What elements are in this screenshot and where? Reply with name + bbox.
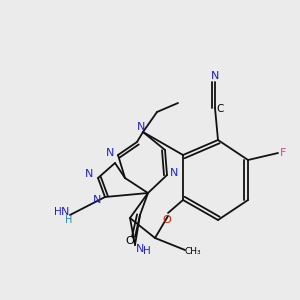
Text: N: N (211, 71, 219, 81)
Text: N: N (170, 169, 179, 178)
Text: N: N (136, 244, 145, 254)
Text: H: H (143, 246, 151, 256)
Text: C: C (217, 104, 224, 115)
Text: N: N (92, 195, 101, 205)
Text: O: O (162, 214, 171, 225)
Text: H: H (65, 215, 72, 225)
Text: N: N (137, 122, 146, 133)
Text: N: N (106, 148, 115, 158)
Text: CH₃: CH₃ (184, 247, 201, 256)
Text: F: F (280, 148, 286, 158)
Text: O: O (125, 236, 134, 246)
Text: N: N (85, 169, 93, 179)
Text: N: N (60, 207, 69, 217)
Text: H: H (54, 207, 62, 217)
